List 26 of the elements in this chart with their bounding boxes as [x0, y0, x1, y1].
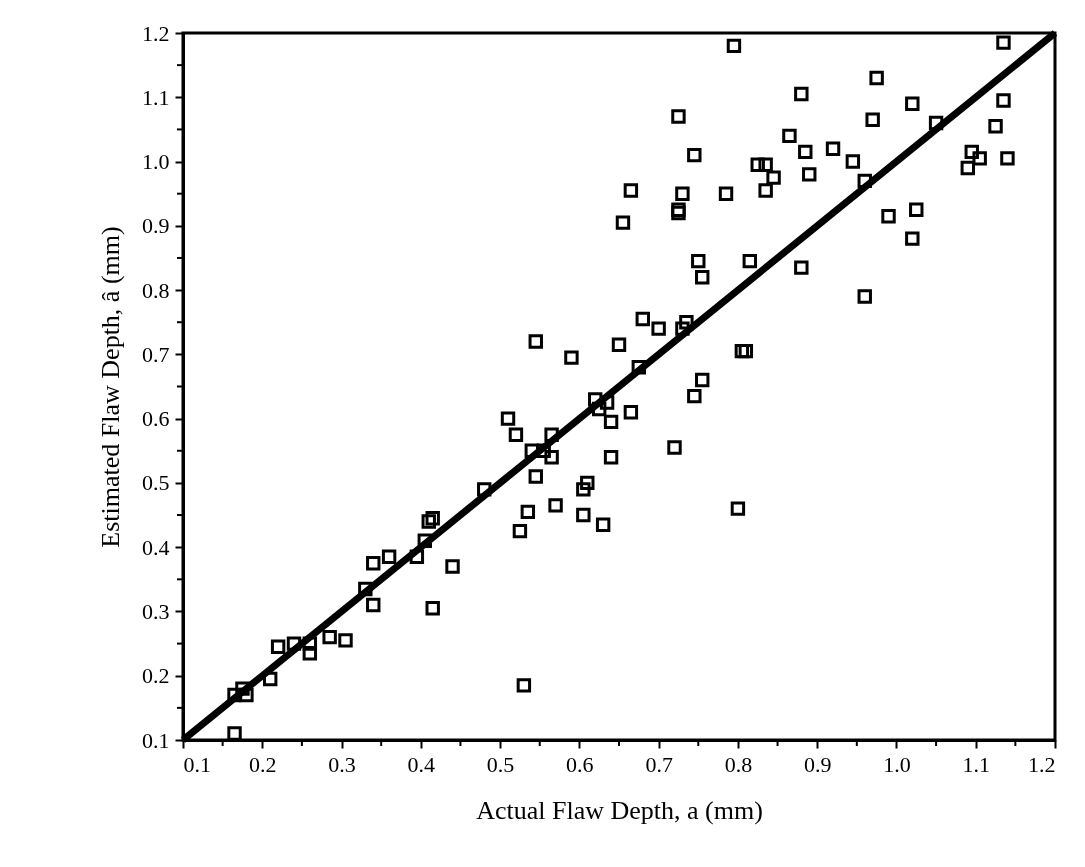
y-tick-label: 1.0: [142, 149, 170, 175]
y-tick-label: 0.4: [142, 534, 170, 560]
y-tick-label: 0.5: [142, 470, 170, 496]
x-tick-label: 0.1: [183, 751, 211, 777]
x-tick-label: 1.2: [1028, 751, 1056, 777]
x-tick-label: 1.0: [883, 751, 911, 777]
x-tick-label: 0.3: [328, 751, 356, 777]
x-tick-label: 0.8: [724, 751, 753, 777]
x-tick-label: 0.4: [407, 751, 436, 777]
y-axis-title: Estimated Flaw Depth, â (mm): [96, 226, 125, 548]
y-tick-label: 0.9: [142, 213, 170, 239]
x-tick-label: 1.1: [962, 751, 990, 777]
y-tick-label: 0.8: [142, 277, 170, 303]
x-tick-label: 0.6: [566, 751, 594, 777]
y-tick-label: 1.2: [142, 20, 170, 46]
x-axis-title: Actual Flaw Depth, a (mm): [476, 795, 763, 825]
x-tick-label: 0.2: [249, 751, 277, 777]
y-tick-label: 0.2: [142, 663, 170, 689]
x-tick-label: 0.7: [645, 751, 673, 777]
x-tick-label: 0.9: [803, 751, 832, 777]
y-tick-label: 0.7: [142, 341, 170, 367]
y-tick-label: 1.1: [142, 84, 170, 110]
y-tick-label: 0.6: [142, 406, 170, 432]
y-tick-label: 0.3: [142, 598, 170, 624]
y-tick-label: 0.1: [142, 727, 170, 753]
x-tick-label: 0.5: [486, 751, 515, 777]
